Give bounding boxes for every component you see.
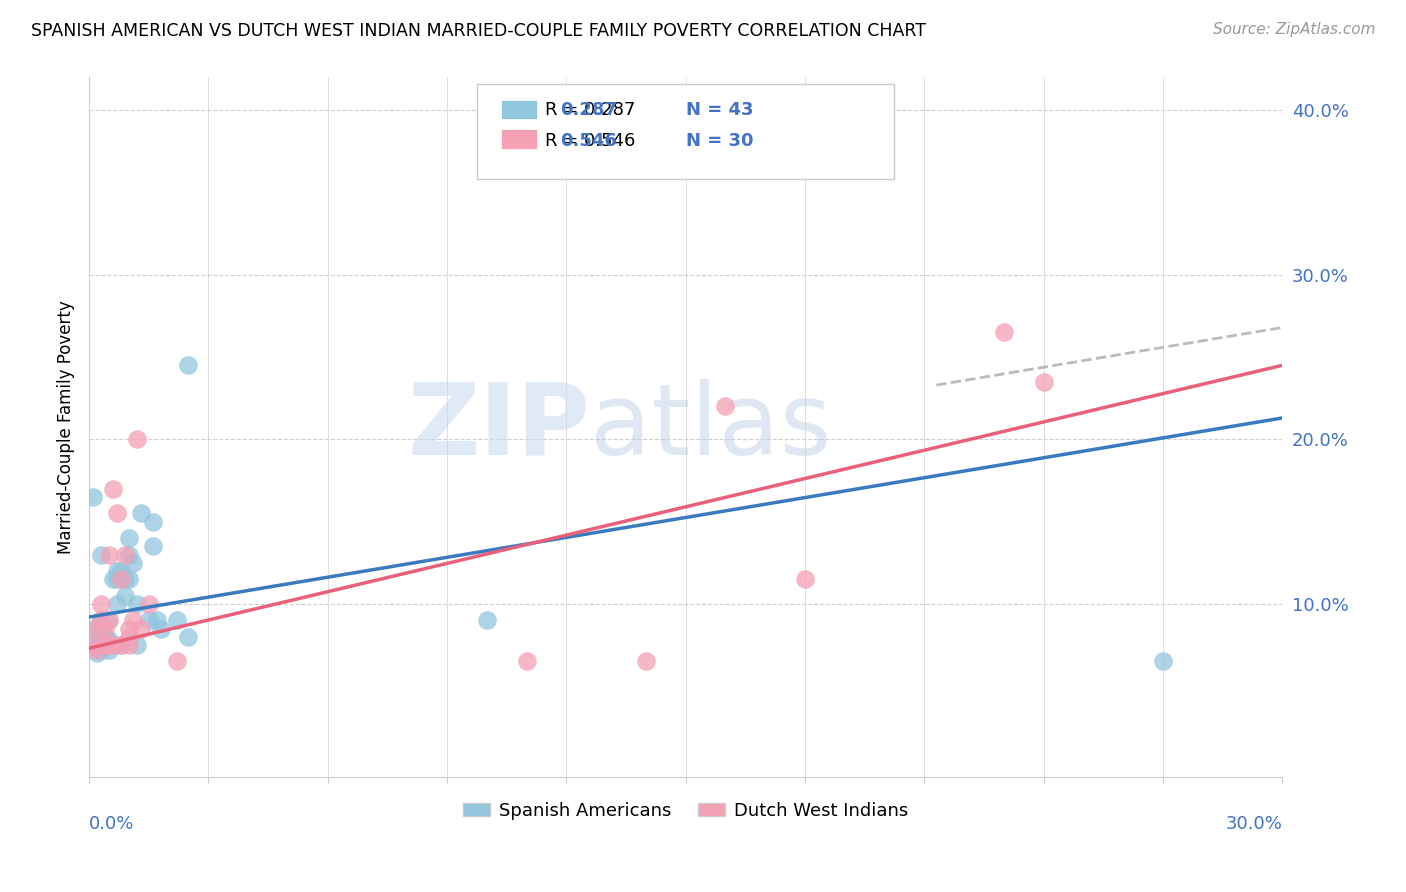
Point — [110, 572, 132, 586]
Point — [1032, 375, 1054, 389]
Point — [94, 622, 117, 636]
Point — [90, 630, 112, 644]
Point — [125, 638, 148, 652]
Legend: Spanish Americans, Dutch West Indians: Spanish Americans, Dutch West Indians — [456, 795, 915, 827]
Point — [125, 433, 148, 447]
Point — [97, 638, 120, 652]
Point — [82, 622, 104, 636]
Point — [138, 613, 160, 627]
Point — [97, 613, 120, 627]
Point — [90, 597, 112, 611]
Point — [114, 572, 136, 586]
Point — [142, 515, 165, 529]
Point — [114, 548, 136, 562]
Point — [105, 572, 128, 586]
Point — [794, 572, 817, 586]
Bar — [501, 129, 537, 149]
Text: R = 0.546: R = 0.546 — [546, 132, 636, 150]
Text: 0.287: 0.287 — [561, 101, 617, 119]
Point — [177, 630, 200, 644]
Point — [101, 638, 124, 652]
Text: ZIP: ZIP — [408, 378, 591, 475]
Point — [129, 622, 152, 636]
Point — [714, 400, 737, 414]
Point — [118, 638, 141, 652]
Point — [118, 572, 141, 586]
Point — [121, 556, 143, 570]
Point — [114, 589, 136, 603]
Point — [634, 655, 657, 669]
Point — [166, 613, 188, 627]
Point — [82, 490, 104, 504]
FancyBboxPatch shape — [477, 85, 894, 178]
Point — [138, 597, 160, 611]
Y-axis label: Married-Couple Family Poverty: Married-Couple Family Poverty — [58, 300, 75, 554]
Point — [90, 643, 112, 657]
Point — [105, 564, 128, 578]
Point — [516, 655, 538, 669]
Point — [94, 638, 117, 652]
Point — [118, 548, 141, 562]
Point — [101, 638, 124, 652]
Point — [129, 507, 152, 521]
Text: R = 0.287: R = 0.287 — [546, 101, 636, 119]
Point — [94, 630, 117, 644]
Bar — [501, 100, 537, 120]
Point — [94, 638, 117, 652]
Point — [94, 638, 117, 652]
Point — [142, 539, 165, 553]
Point — [90, 622, 112, 636]
Point — [105, 597, 128, 611]
Text: 30.0%: 30.0% — [1226, 815, 1282, 833]
Text: Source: ZipAtlas.com: Source: ZipAtlas.com — [1212, 22, 1375, 37]
Point — [86, 622, 108, 636]
Point — [82, 638, 104, 652]
Text: SPANISH AMERICAN VS DUTCH WEST INDIAN MARRIED-COUPLE FAMILY POVERTY CORRELATION : SPANISH AMERICAN VS DUTCH WEST INDIAN MA… — [31, 22, 927, 40]
Point — [97, 633, 120, 648]
Point — [86, 646, 108, 660]
Point — [97, 638, 120, 652]
Point — [90, 613, 112, 627]
Point — [90, 613, 112, 627]
Point — [145, 613, 167, 627]
Point — [118, 531, 141, 545]
Point — [149, 622, 172, 636]
Point — [118, 622, 141, 636]
Point — [90, 548, 112, 562]
Point — [90, 638, 112, 652]
Text: 0.546: 0.546 — [561, 132, 617, 150]
Point — [121, 613, 143, 627]
Point — [101, 482, 124, 496]
Point — [125, 597, 148, 611]
Point — [105, 507, 128, 521]
Text: atlas: atlas — [591, 378, 832, 475]
Point — [166, 655, 188, 669]
Point — [110, 638, 132, 652]
Text: 0.0%: 0.0% — [89, 815, 135, 833]
Point — [1152, 655, 1174, 669]
Point — [86, 638, 108, 652]
Text: N = 30: N = 30 — [686, 132, 754, 150]
Point — [101, 572, 124, 586]
Point — [118, 630, 141, 644]
Point — [475, 613, 498, 627]
Point — [86, 643, 108, 657]
Point — [993, 326, 1015, 340]
Point — [97, 643, 120, 657]
Text: N = 43: N = 43 — [686, 101, 754, 119]
Point — [97, 613, 120, 627]
Point — [97, 548, 120, 562]
Point — [110, 564, 132, 578]
Point — [110, 638, 132, 652]
Point — [177, 359, 200, 373]
